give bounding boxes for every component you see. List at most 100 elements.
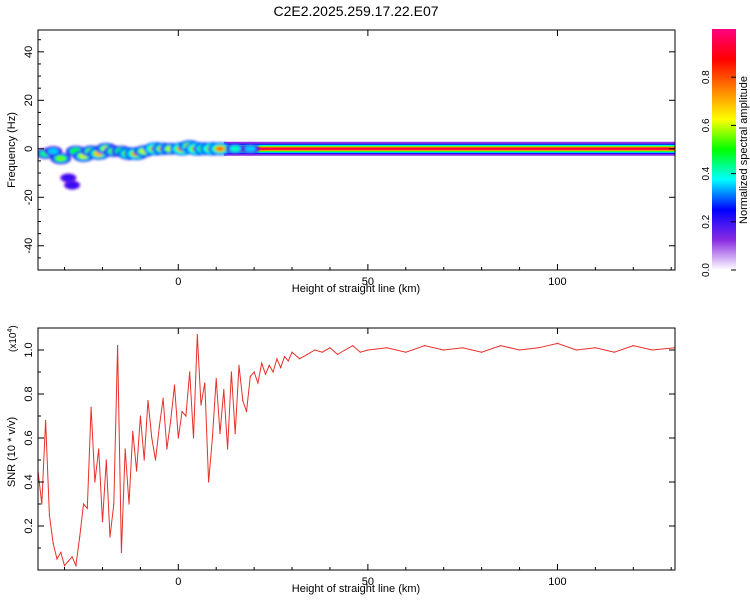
- snr-point: [113, 503, 115, 505]
- snr-plot-area: [38, 328, 675, 570]
- snr-point: [651, 349, 653, 351]
- colorbar-tick-label: 0.2: [701, 214, 712, 228]
- snr-point: [499, 345, 502, 347]
- snr-point: [481, 351, 483, 353]
- snr-point: [101, 521, 104, 523]
- snr-point: [211, 437, 214, 439]
- snr-point: [135, 470, 138, 472]
- colorbar-gradient: [712, 29, 736, 270]
- snr-point: [86, 507, 88, 509]
- snr-point: [215, 378, 217, 380]
- snr-point: [257, 382, 259, 384]
- snr-line: [38, 334, 675, 568]
- snr-point: [230, 371, 232, 373]
- snr-point: [291, 351, 293, 353]
- snr-point: [242, 400, 244, 402]
- snr-point: [283, 356, 286, 358]
- colorbar-ticks: 0.0 0.2 0.4 0.6 0.8: [701, 70, 736, 277]
- snr-point: [166, 448, 168, 450]
- colorbar-tick-label: 0.4: [701, 166, 712, 180]
- snr-point: [287, 360, 289, 362]
- spectrogram-xtick-label: 0: [175, 276, 181, 288]
- snr-point: [98, 448, 100, 450]
- snr-point: [537, 347, 540, 349]
- snr-ytick-label: 1.0: [23, 342, 35, 357]
- colorbar-tick-label: 0.0: [701, 263, 712, 277]
- snr-point: [344, 349, 346, 351]
- snr-point: [192, 437, 195, 439]
- spectrogram-blob: [244, 145, 256, 152]
- spectrogram-frame: [37, 29, 676, 271]
- colorbar-label: Normalized spectral amplitude: [738, 76, 750, 224]
- snr-multiplier-close: ): [8, 325, 19, 328]
- snr-point: [386, 347, 388, 349]
- snr-point: [44, 419, 47, 421]
- snr-point: [424, 345, 426, 347]
- spectrogram-blob: [56, 156, 66, 161]
- snr-ytick-label: 0.2: [23, 518, 35, 533]
- snr-point: [253, 371, 255, 373]
- snr-point: [204, 382, 206, 384]
- snr-point: [329, 347, 331, 349]
- snr-xtick-label: 0: [175, 576, 181, 588]
- snr-point: [226, 448, 229, 450]
- snr-point: [462, 347, 464, 349]
- snr-ytick-label: 0.4: [23, 474, 35, 489]
- figure-title: C2E2.2025.259.17.22.E07: [273, 3, 438, 19]
- spectrogram-blob: [65, 181, 79, 189]
- snr-point: [120, 551, 123, 554]
- snr-point: [56, 558, 58, 560]
- spectrogram-xtick-label: 100: [548, 276, 566, 288]
- spectrogram-ytick-label: -20: [23, 189, 35, 205]
- spectrogram-marks: [38, 140, 675, 190]
- colorbar-tick-label: 0.8: [701, 70, 712, 84]
- spectrogram-blob: [61, 174, 75, 182]
- spectrogram-blob: [47, 148, 59, 155]
- spectrogram-ytick-label: 20: [23, 94, 35, 106]
- spectrogram-ytick-label: -40: [23, 238, 35, 254]
- snr-multiplier: (x104): [7, 325, 19, 352]
- snr-point: [143, 459, 145, 461]
- snr-point: [185, 415, 187, 417]
- snr-point: [109, 536, 111, 538]
- snr-point: [67, 560, 69, 562]
- snr-point: [405, 351, 407, 353]
- snr-point: [162, 397, 164, 399]
- snr-point: [306, 353, 308, 355]
- spectrogram-xtick-label: 50: [362, 276, 374, 288]
- snr-point: [181, 411, 183, 413]
- snr-panel: 0 50 100 0.2 0.4 0.6 0.8 1.0 Height of straight…: [6, 325, 676, 595]
- snr-point: [336, 353, 339, 355]
- snr-point: [443, 349, 445, 351]
- main-band-layer: [223, 147, 675, 150]
- snr-xtick-label: 100: [548, 576, 566, 588]
- snr-point: [63, 565, 66, 567]
- snr-ytick-label: 0.8: [23, 386, 35, 401]
- snr-point: [272, 371, 274, 373]
- spectrogram-panel: 0 50 100 -40 -20 0 20 40 Height of straight lin…: [6, 29, 676, 295]
- snr-point: [79, 536, 81, 538]
- snr-point: [367, 349, 369, 351]
- snr-point: [245, 411, 248, 413]
- snr-point: [189, 371, 191, 373]
- spectrogram-blob: [217, 147, 223, 151]
- spectrogram-ytick-label: 40: [23, 46, 35, 58]
- snr-point: [594, 347, 596, 349]
- snr-point: [575, 349, 578, 351]
- snr-point: [299, 358, 301, 360]
- spectrogram-xlabel: Height of straight line (km): [292, 283, 420, 295]
- snr-point: [249, 375, 251, 377]
- spectrogram-ytick-label: 0: [23, 146, 35, 152]
- snr-frame: [37, 327, 676, 571]
- snr-point: [196, 334, 198, 336]
- snr-point: [154, 459, 157, 461]
- spectrogram-axes: 0 50 100 -40 -20 0 20 40: [23, 30, 675, 288]
- snr-point: [170, 419, 172, 421]
- snr-point: [200, 404, 202, 406]
- colorbar: 0.0 0.2 0.4 0.6 0.8 Normalized spectral ampl…: [701, 29, 750, 277]
- snr-point: [238, 364, 240, 366]
- snr-point: [518, 349, 521, 351]
- snr-point: [48, 514, 50, 516]
- snr-point: [223, 389, 225, 391]
- snr-point: [556, 342, 559, 344]
